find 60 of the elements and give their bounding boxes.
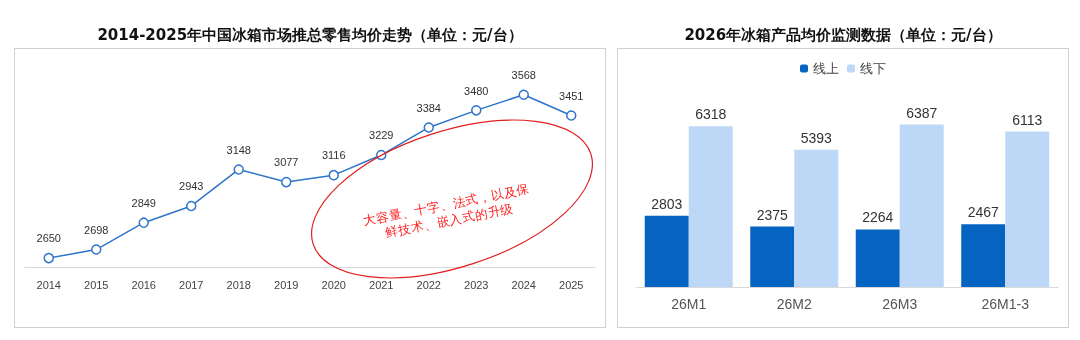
- x-tick-label: 2025: [559, 278, 584, 291]
- legend-label: 线下: [860, 61, 886, 76]
- x-tick-label: 2018: [226, 278, 251, 291]
- data-label: 2803: [651, 195, 683, 212]
- data-label: 2943: [179, 180, 204, 193]
- bar: [855, 229, 900, 287]
- x-tick-label: 26M2: [776, 296, 812, 312]
- x-tick-label: 2016: [131, 278, 156, 291]
- point: [423, 122, 434, 133]
- data-label: 3077: [274, 156, 299, 169]
- data-label: 3480: [464, 84, 489, 97]
- x-tick-label: 2024: [511, 278, 536, 291]
- x-tick-label: 2015: [84, 278, 109, 291]
- point: [91, 244, 102, 255]
- x-tick-label: 2022: [416, 278, 441, 291]
- point: [328, 169, 339, 181]
- point: [566, 110, 577, 121]
- data-label: 6113: [1012, 111, 1043, 128]
- data-label: 5393: [800, 129, 833, 146]
- x-tick-label: 26M1: [671, 296, 707, 312]
- point: [518, 89, 529, 100]
- data-label: 2467: [967, 204, 1000, 221]
- x-tick-label: 26M1-3: [981, 296, 1030, 312]
- bar: [961, 224, 1006, 287]
- data-label: 3116: [321, 149, 346, 162]
- bar: [644, 215, 689, 287]
- x-tick-label: 26M3: [882, 296, 918, 312]
- x-tick-label: 2023: [464, 278, 489, 291]
- data-label: 2375: [756, 206, 789, 223]
- data-label: 3148: [226, 143, 251, 156]
- x-tick-label: 2019: [274, 278, 299, 291]
- x-tick-label: 2020: [321, 278, 346, 291]
- point: [43, 252, 54, 264]
- data-label: 3451: [559, 89, 584, 102]
- legend-label: 线上: [813, 61, 839, 76]
- chart-title: 2026年冰箱产品均价监测数据（单位：元/台）: [683, 26, 1003, 45]
- data-label: 6387: [906, 104, 938, 121]
- bar: [794, 149, 839, 287]
- x-tick-label: 2014: [36, 278, 61, 291]
- x-tick-label: 2017: [179, 278, 204, 291]
- point: [233, 164, 244, 175]
- data-label: 2264: [862, 209, 894, 226]
- point: [281, 176, 292, 188]
- x-tick-label: 2021: [369, 278, 394, 291]
- data-label: 6318: [695, 106, 727, 123]
- chart-title: 2014-2025年中国冰箱市场推总零售均价走势（单位：元/台）: [96, 26, 524, 45]
- data-label: 3568: [511, 68, 536, 81]
- data-label: 2849: [131, 196, 156, 209]
- data-label: 2650: [36, 232, 61, 245]
- annotation: 大容量、十字、法式，以及保鲜技术、嵌入式的升级: [361, 181, 532, 243]
- bar: [688, 126, 733, 287]
- bar: [1005, 131, 1050, 287]
- data-label: 3384: [416, 101, 441, 114]
- data-label: 2698: [84, 223, 109, 236]
- point: [186, 200, 197, 212]
- bar: [750, 226, 795, 287]
- data-label: 3229: [369, 129, 394, 142]
- point: [471, 105, 482, 116]
- bar: [899, 124, 944, 287]
- point: [138, 217, 149, 228]
